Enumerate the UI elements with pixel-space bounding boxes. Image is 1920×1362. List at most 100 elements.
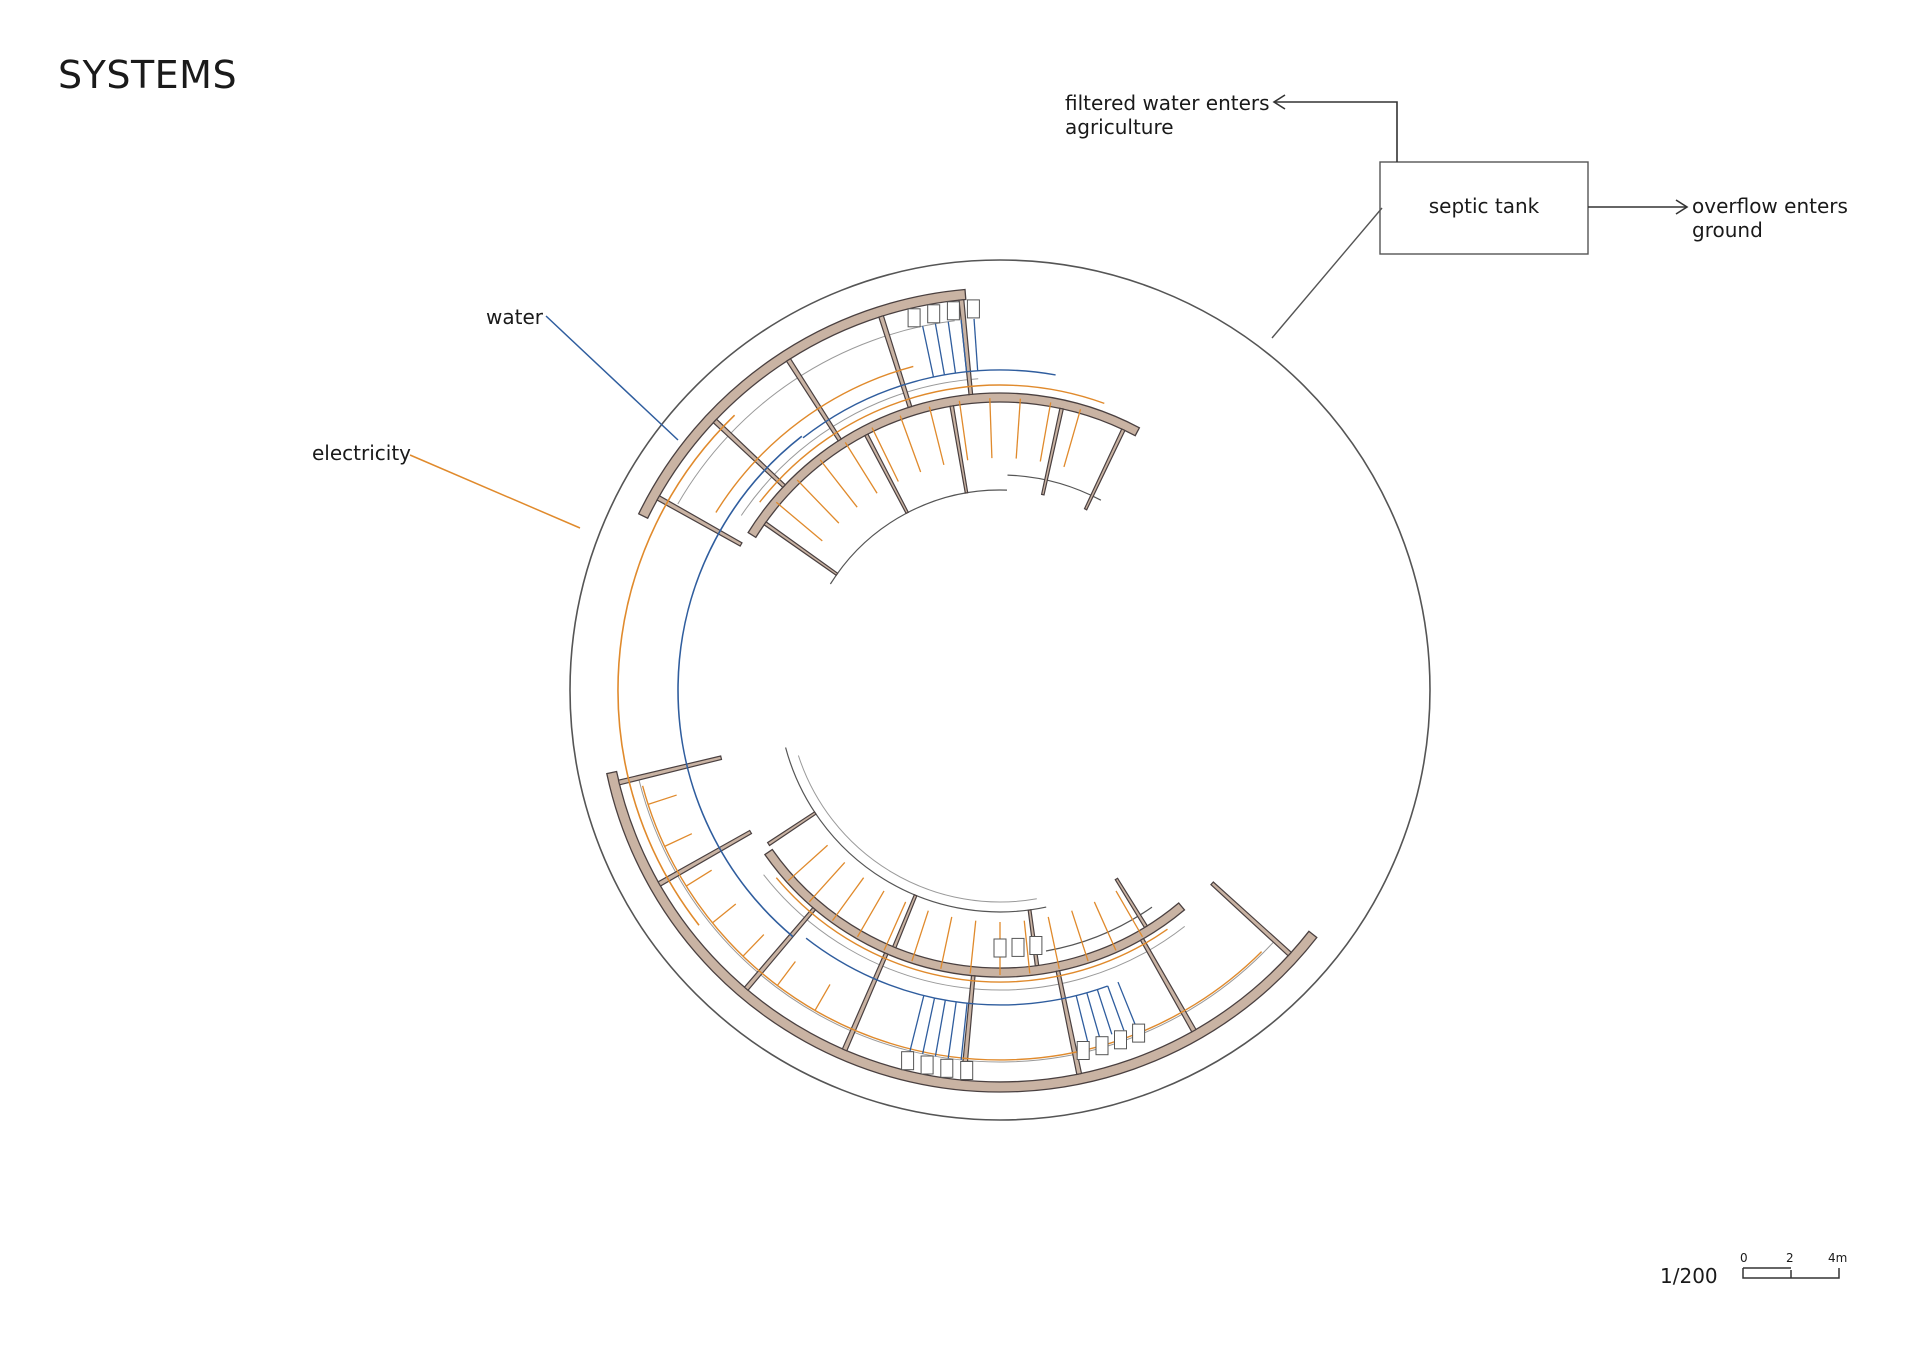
electricity-network bbox=[617, 365, 1263, 1061]
upper-inner-partition-4 bbox=[1083, 428, 1126, 511]
lower-partition-6 bbox=[657, 829, 753, 887]
water-upper-arc bbox=[802, 369, 1056, 439]
lower-corridor-arc bbox=[638, 779, 1277, 1063]
electricity-branch bbox=[712, 903, 737, 924]
lower-east-wc-fixture-1 bbox=[1114, 1030, 1127, 1050]
electricity-leader-line bbox=[409, 454, 581, 529]
filtered-water-arrow bbox=[1275, 101, 1398, 162]
water-branch bbox=[947, 1001, 957, 1059]
upper-wc-fixture-3 bbox=[966, 299, 980, 319]
lower-inner-partition-0 bbox=[1114, 877, 1149, 929]
electricity-branch bbox=[1047, 916, 1060, 969]
scale-tick-0: 0 bbox=[1740, 1251, 1748, 1265]
upper-inner-partition-3 bbox=[1040, 407, 1065, 496]
electricity-branch bbox=[775, 501, 823, 542]
filtered-water-label-line1: filtered water enters bbox=[1065, 91, 1270, 115]
lower-east-wc-fixture-2 bbox=[1095, 1036, 1109, 1056]
electricity-branch bbox=[664, 833, 693, 847]
overflow-label-line2: ground bbox=[1692, 218, 1763, 242]
upper-inner-partition-2 bbox=[949, 405, 969, 494]
lower-wc-fixture-3 bbox=[901, 1051, 915, 1071]
electricity-branch bbox=[1023, 920, 1031, 974]
electricity-branch bbox=[969, 920, 977, 974]
lower-kitchen-counter-0 bbox=[1029, 936, 1043, 955]
water-network bbox=[677, 318, 1137, 1061]
electricity-branch bbox=[647, 794, 677, 805]
interior-linework bbox=[638, 320, 1277, 1063]
water-branch bbox=[922, 325, 935, 378]
electricity-branch bbox=[856, 890, 885, 938]
electricity-branch bbox=[883, 901, 907, 951]
lower-east-wc-fixture-3 bbox=[1076, 1041, 1090, 1060]
lower-outer-wall bbox=[606, 770, 1318, 1093]
upper-wc-fixture-2 bbox=[946, 301, 960, 321]
water-branch bbox=[934, 323, 946, 375]
lower-inner-partition-3 bbox=[766, 811, 817, 847]
lower-courtyard-arc bbox=[785, 747, 1047, 913]
lower-partition-0 bbox=[1210, 881, 1293, 957]
lower-partition-7 bbox=[617, 755, 723, 786]
electricity-branch bbox=[685, 869, 713, 887]
lower-wc-fixture-0 bbox=[960, 1061, 974, 1080]
septic-connection-line bbox=[1271, 207, 1383, 339]
interior-partitions bbox=[617, 299, 1293, 1082]
upper-partition-0 bbox=[656, 494, 743, 547]
electricity-upper-corridor-arc bbox=[715, 365, 914, 513]
lower-partition-4 bbox=[841, 952, 889, 1052]
water-branch bbox=[1086, 992, 1101, 1039]
electricity-main-arc bbox=[617, 414, 736, 926]
water-leader-line bbox=[545, 315, 679, 441]
lower-wc-fixture-2 bbox=[920, 1055, 934, 1075]
overflow-label-line1: overflow enters bbox=[1692, 194, 1848, 218]
lower-east-wc-fixture-0 bbox=[1132, 1023, 1146, 1043]
lower-partition-2 bbox=[1055, 969, 1083, 1076]
electricity-branch bbox=[1071, 910, 1089, 962]
water-branch bbox=[960, 1003, 968, 1061]
water-label: water bbox=[486, 305, 544, 329]
electricity-lower-arc bbox=[775, 877, 1168, 983]
electricity-branch bbox=[940, 916, 953, 969]
scale-tick-2: 2 bbox=[1786, 1251, 1794, 1265]
building-walls bbox=[606, 288, 1318, 1093]
septic-tank-box bbox=[1379, 161, 1589, 255]
electricity-branch bbox=[844, 442, 878, 494]
upper-courtyard-arc bbox=[829, 489, 1008, 585]
electricity-branch bbox=[819, 459, 858, 508]
electricity-branch bbox=[1115, 890, 1144, 938]
water-branch bbox=[947, 321, 957, 374]
upper-courtyard-arc-east bbox=[1007, 474, 1102, 501]
upper-wc-fixture-1 bbox=[927, 304, 941, 324]
lower-courtyard-arc-east bbox=[1045, 906, 1153, 952]
electricity-branch bbox=[1093, 901, 1117, 951]
filtered-water-arrowhead bbox=[1272, 94, 1286, 110]
plumbing-fixtures bbox=[901, 299, 1146, 1080]
lower-kitchen-counter-1 bbox=[1011, 937, 1025, 957]
drawing-title: SYSTEMS bbox=[58, 53, 237, 97]
electricity-lower-corridor-arc bbox=[641, 785, 1263, 1061]
lower-partition-5 bbox=[743, 906, 817, 992]
upper-inner-partition-0 bbox=[763, 521, 839, 577]
electricity-branch bbox=[911, 910, 929, 962]
electricity-branch bbox=[742, 934, 765, 957]
upper-room-arc bbox=[740, 378, 979, 516]
scale-bar: 0 2 4m bbox=[1740, 1251, 1847, 1279]
water-branch bbox=[1075, 995, 1089, 1042]
electricity-branch bbox=[928, 406, 945, 466]
upper-inner-wall bbox=[747, 392, 1141, 539]
water-lower-arc bbox=[805, 937, 1108, 1006]
electricity-label: electricity bbox=[312, 441, 411, 465]
scale-ratio: 1/200 bbox=[1660, 1264, 1718, 1288]
water-branch bbox=[934, 1000, 946, 1057]
lower-partition-1 bbox=[1139, 937, 1197, 1033]
electricity-branch bbox=[1015, 398, 1022, 459]
electricity-branch bbox=[787, 844, 829, 882]
water-branch bbox=[973, 318, 979, 371]
upper-corridor-arc bbox=[677, 320, 955, 505]
electricity-branch bbox=[958, 400, 969, 461]
water-main-arc bbox=[677, 435, 803, 938]
lower-inner-partition-2 bbox=[891, 894, 918, 949]
electricity-branch bbox=[1039, 402, 1052, 462]
water-branch bbox=[909, 995, 925, 1052]
water-branch bbox=[960, 319, 968, 372]
